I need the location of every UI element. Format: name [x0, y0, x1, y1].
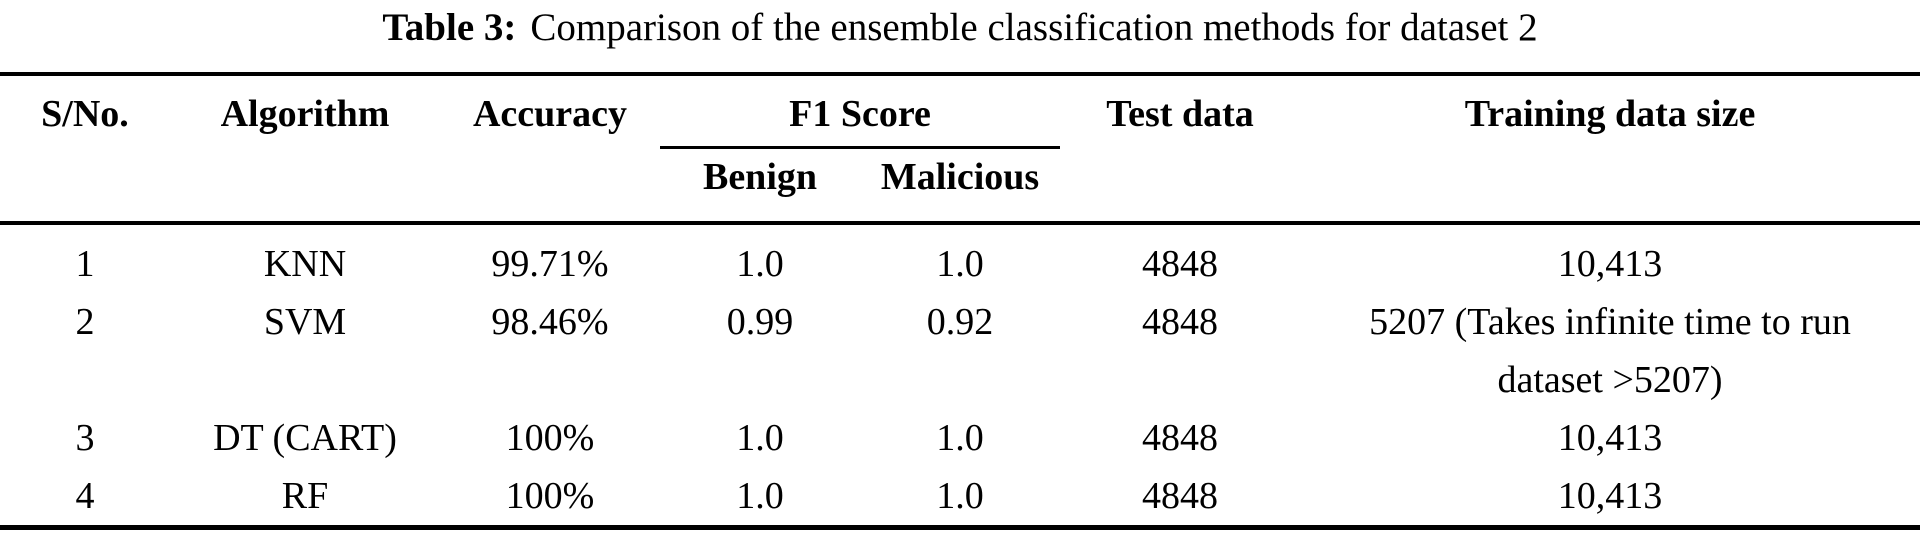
cell-f1-benign: 1.0: [736, 475, 784, 517]
cell-algorithm: DT (CART): [213, 417, 397, 459]
caption-label: Table 3:: [382, 6, 517, 49]
table-caption: Table 3: Comparison of the ensemble class…: [0, 0, 1920, 51]
table-body: 1 KNN 99.71% 1.0 1.0 4848 10,413 2 SVM 9…: [0, 223, 1920, 528]
cell-test-data: 4848: [1142, 475, 1219, 517]
col-header-f1-benign: Benign: [660, 147, 860, 225]
cell-test-data: 4848: [1142, 301, 1219, 343]
col-header-f1-score-group: F1 Score: [660, 74, 1061, 149]
cell-f1-benign: 1.0: [736, 243, 784, 285]
cell-accuracy: 98.46%: [491, 301, 609, 343]
cell-accuracy: 100%: [505, 475, 595, 517]
table-row: 1 KNN 99.71% 1.0 1.0 4848 10,413: [0, 223, 1920, 293]
col-header-accuracy: Accuracy: [440, 74, 660, 225]
cell-algorithm: RF: [281, 475, 329, 517]
table-header: S/No. Algorithm Accuracy F1 Score Test d…: [0, 74, 1920, 225]
header-row-sub: Benign Malicious: [0, 147, 1920, 225]
cell-f1-malicious: 1.0: [936, 417, 984, 459]
cell-algorithm: KNN: [263, 243, 347, 285]
cell-sno: 2: [75, 301, 95, 343]
cell-training-size: 10,413: [1557, 417, 1663, 459]
cell-training-size: 10,413: [1557, 475, 1663, 517]
cell-f1-benign: 0.99: [726, 301, 794, 343]
col-header-f1-malicious: Malicious: [860, 147, 1061, 225]
col-header-test-data: Test data: [1060, 74, 1301, 225]
cell-sno: 1: [75, 243, 95, 285]
cell-algorithm: SVM: [263, 301, 347, 343]
cell-accuracy: 99.71%: [491, 243, 609, 285]
cell-test-data: 4848: [1142, 417, 1219, 459]
col-header-algorithm: Algorithm: [170, 74, 440, 225]
cell-accuracy: 100%: [505, 417, 595, 459]
table-row: 3 DT (CART) 100% 1.0 1.0 4848 10,413: [0, 409, 1920, 467]
cell-f1-malicious: 1.0: [936, 243, 984, 285]
table-row: 2 SVM 98.46% 0.99 0.92 4848 5207 (Takes …: [0, 293, 1920, 409]
table-row: 4 RF 100% 1.0 1.0 4848 10,413: [0, 467, 1920, 528]
cell-training-size: 5207 (Takes infinite time to run dataset…: [1369, 301, 1851, 401]
cell-training-size: 10,413: [1557, 243, 1663, 285]
header-row-main: S/No. Algorithm Accuracy F1 Score Test d…: [0, 74, 1920, 225]
comparison-table: S/No. Algorithm Accuracy F1 Score Test d…: [0, 72, 1920, 530]
cell-sno: 3: [75, 417, 95, 459]
cell-test-data: 4848: [1142, 243, 1219, 285]
caption-text: Comparison of the ensemble classificatio…: [530, 6, 1538, 49]
col-header-sno: S/No.: [0, 74, 170, 225]
col-header-training-size: Training data size: [1300, 74, 1920, 225]
cell-sno: 4: [75, 475, 95, 517]
cell-f1-malicious: 1.0: [936, 475, 984, 517]
cell-f1-benign: 1.0: [736, 417, 784, 459]
cell-f1-malicious: 0.92: [926, 301, 994, 343]
